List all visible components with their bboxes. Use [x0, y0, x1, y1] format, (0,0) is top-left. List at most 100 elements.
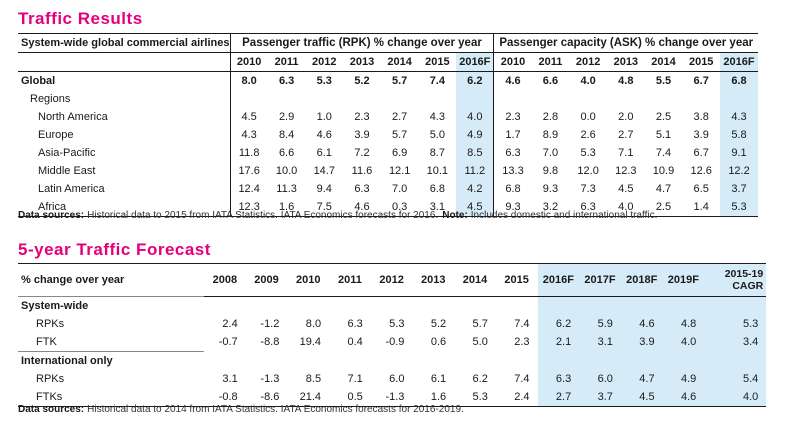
value-cell: 3.7 — [579, 388, 621, 407]
data-row: North America 4.5 2.9 1.0 2.3 2.7 4.3 4.0 2.3 2.8… — [18, 108, 758, 126]
value-cell: 12.3 — [615, 165, 637, 177]
footnote: Data sources: Historical data to 2014 fro… — [18, 404, 468, 415]
value-cell: 3.1 — [579, 333, 621, 352]
value-cell: 2.7 — [537, 388, 580, 407]
value-cell — [381, 90, 419, 108]
forecast-table: % change over year 2008 2009 2010 2011 2012 20… — [18, 263, 767, 407]
cell — [496, 297, 538, 316]
value-cell: 6.8 — [493, 180, 532, 198]
value-cell: -8.8 — [260, 336, 280, 349]
section-label: System-wide — [18, 296, 204, 315]
value-cell: 9.1 — [720, 144, 758, 162]
value-cell: 5.3 — [720, 198, 758, 217]
value-cell: 5.8 — [720, 126, 758, 144]
row-label: Africa — [38, 201, 67, 213]
value-cell: 12.2 — [720, 162, 758, 180]
year-cell: 2010 — [493, 52, 532, 72]
cell — [246, 352, 288, 371]
value-cell: 4.7 — [655, 183, 672, 195]
value-cell: 8.0 — [305, 318, 322, 330]
value-cell: 9.4 — [316, 183, 332, 195]
value-cell: 9.3 — [542, 183, 559, 195]
cell — [246, 297, 288, 316]
year-cell: 2011 — [274, 56, 299, 68]
value-cell: 4.0 — [618, 201, 634, 213]
value-cell: 7.4 — [655, 147, 672, 159]
value-cell — [645, 90, 683, 108]
section-row: International only — [18, 351, 767, 371]
header-row: % change over year 2008 2009 2010 2011 2012 20… — [18, 263, 767, 297]
cell — [662, 351, 705, 370]
value-cell: 11.8 — [229, 144, 268, 162]
value-cell: 7.0 — [542, 147, 559, 159]
value-cell: 4.9 — [662, 370, 705, 388]
cell — [287, 297, 329, 316]
row-label: North America — [38, 111, 108, 123]
header-cell: 2013 — [421, 274, 446, 286]
year-cell: 2015 — [688, 56, 714, 68]
value-cell: 4.3 — [429, 111, 445, 123]
cell — [620, 351, 663, 370]
year-row: 2010 2011 2012 2013 2014 2015 2016F 2010 2011 201… — [18, 52, 758, 72]
year-cell: 2016F — [456, 52, 494, 72]
data-row: RPKs 3.1 -1.3 8.5 7.1 6.0 6.1 6.2 7.4 6.3 6.0 4.7 4.… — [18, 370, 767, 388]
cell — [412, 297, 454, 316]
value-cell: 2.4 — [222, 318, 238, 330]
value-cell: 3.7 — [720, 180, 758, 198]
value-cell: 5.2 — [354, 75, 370, 87]
value-cell: 17.6 — [229, 162, 268, 180]
value-cell: 8.5 — [456, 144, 494, 162]
value-cell: 2.9 — [278, 111, 295, 123]
value-cell: 6.3 — [580, 201, 596, 213]
footnote: Data sources: Historical data to 2015 fro… — [18, 210, 661, 221]
value-cell: 7.0 — [392, 183, 408, 195]
year-cell: 2014 — [387, 56, 412, 68]
value-cell: 4.7 — [620, 370, 663, 388]
value-cell: 12.3 — [229, 198, 268, 217]
value-cell: 6.3 — [347, 318, 363, 330]
cell — [204, 297, 246, 316]
header-cell: 2015-19 CAGR — [704, 263, 767, 297]
value-cell: 5.3 — [704, 315, 767, 333]
header-cell: 2011 — [337, 274, 362, 286]
year-cell: 2010 — [229, 52, 268, 72]
value-cell: 4.5 — [456, 198, 494, 217]
value-cell: 12.1 — [388, 165, 411, 177]
cell — [371, 352, 413, 371]
value-cell: 5.0 — [429, 129, 445, 141]
cell — [18, 53, 230, 72]
header-cell: 2019F — [662, 263, 705, 297]
value-cell: 4.5 — [620, 388, 663, 407]
header-cell: 2015 — [504, 274, 529, 286]
cell — [537, 296, 580, 315]
cell — [454, 297, 496, 316]
value-cell — [607, 90, 645, 108]
value-cell: 6.3 — [493, 144, 532, 162]
value-cell: 2.7 — [392, 111, 408, 123]
value-cell: 1.0 — [316, 111, 332, 123]
value-cell: -0.8 — [218, 391, 238, 403]
value-cell: 2.1 — [537, 333, 580, 352]
value-cell: 3.1 — [429, 201, 445, 213]
value-cell: 6.7 — [693, 147, 709, 159]
cell — [704, 296, 767, 315]
value-cell — [720, 90, 758, 108]
value-cell: 4.0 — [456, 108, 494, 126]
value-cell: 6.0 — [389, 373, 405, 385]
value-cell: 19.4 — [299, 336, 322, 349]
row-label: Middle East — [38, 165, 96, 177]
header-cell: 2008 — [212, 274, 238, 286]
header-cell: Passenger traffic (RPK) % change over ye… — [229, 33, 494, 53]
value-cell: 4.6 — [316, 129, 332, 141]
value-cell: 10.1 — [426, 165, 449, 177]
value-cell: 2.4 — [514, 391, 530, 403]
value-cell: 11.6 — [351, 165, 373, 177]
value-cell: 3.9 — [620, 333, 663, 352]
value-cell — [229, 90, 268, 108]
value-cell: 4.3 — [229, 126, 268, 144]
cell — [204, 352, 246, 371]
value-cell: 5.7 — [472, 318, 488, 330]
value-cell: -8.6 — [260, 391, 280, 403]
value-cell: 3.2 — [542, 201, 559, 213]
value-cell: 2.3 — [514, 336, 530, 349]
